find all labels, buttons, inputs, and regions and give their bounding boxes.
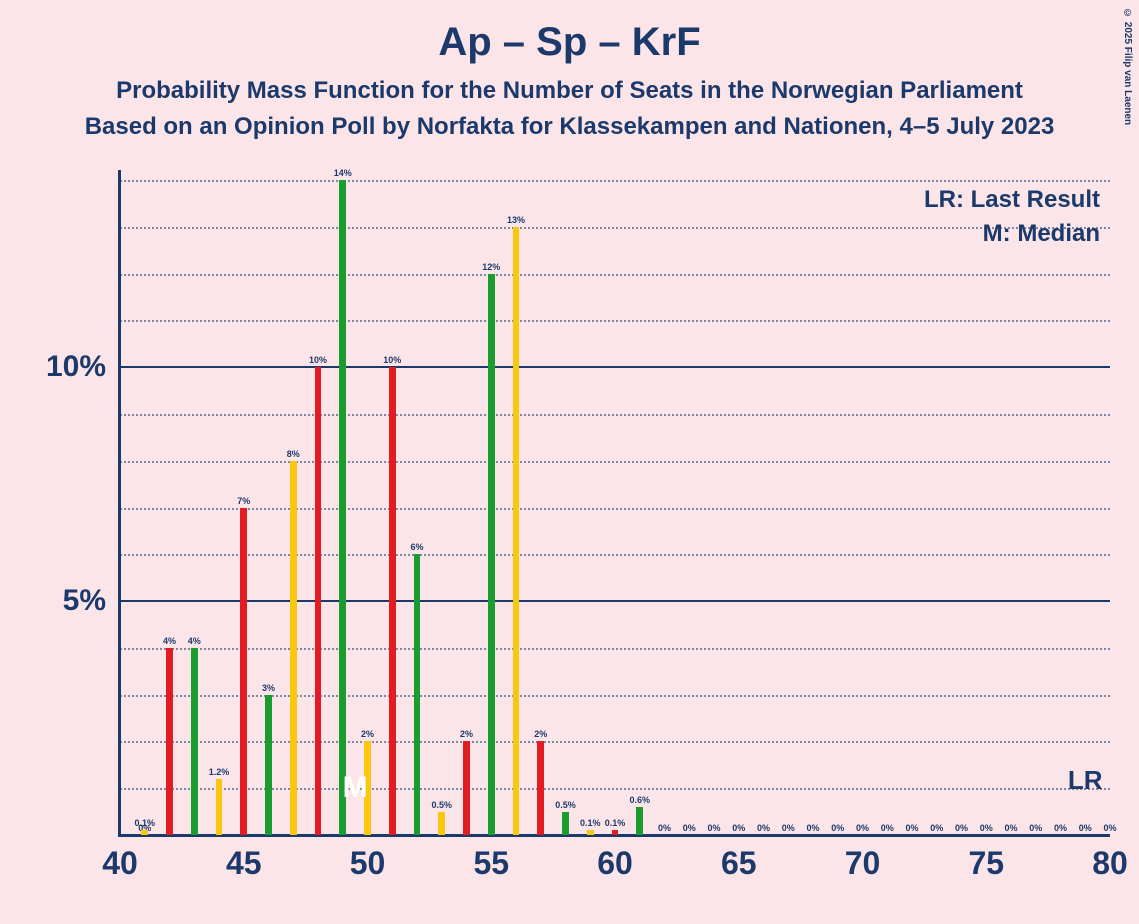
bar: 7% [240,508,247,836]
bar: 6% [414,554,421,835]
bar-value-label: 4% [188,636,201,646]
legend-median: M: Median [983,220,1100,248]
bar: 4% [166,648,173,835]
bar: 2% [537,741,544,835]
bar-value-label: 4% [163,636,176,646]
bar: 10% [315,367,322,835]
bar: 0.6% [636,807,643,835]
bar-value-label: 0.1% [605,818,626,828]
y-tick-label: 5% [63,584,106,618]
bar: 0.5% [562,812,569,835]
bar-value-label: 0% [732,823,745,833]
bar-value-label: 13% [507,215,525,225]
bar: 8% [290,461,297,835]
bar-value-label: 6% [410,542,423,552]
bar-value-label: 0.1% [580,818,601,828]
x-tick-label: 70 [845,845,881,882]
bar-value-label: 12% [482,262,500,272]
x-tick-label: 65 [721,845,757,882]
bar-value-label: 10% [309,355,327,365]
bar: 0.5% [438,812,445,835]
bar-value-label: 0% [980,823,993,833]
bar: 13% [513,227,520,835]
bar: 12% [488,274,495,835]
bar: 2% [463,741,470,835]
bar: 3% [265,695,272,835]
bar-value-label: 0% [782,823,795,833]
bar: 0.1% [587,830,594,835]
bar: 4% [191,648,198,835]
bar: 1.2% [216,779,223,835]
plot-area: 5%10%4045505560657075800%0.1%4%4%1.2%7%3… [120,180,1110,835]
pmf-bar-chart: 5%10%4045505560657075800%0.1%4%4%1.2%7%3… [0,0,1139,924]
bar-value-label: 0% [806,823,819,833]
bar-value-label: 0% [1029,823,1042,833]
bar-value-label: 0% [683,823,696,833]
bar-value-label: 0% [955,823,968,833]
x-tick-label: 60 [597,845,633,882]
bar-value-label: 0% [1004,823,1017,833]
bar-value-label: 2% [534,729,547,739]
bar-value-label: 0.5% [431,800,452,810]
bar-value-label: 0% [930,823,943,833]
x-tick-label: 40 [102,845,138,882]
bar-value-label: 8% [287,449,300,459]
bar-value-label: 0% [757,823,770,833]
bar: 0.1% [141,830,148,835]
bar: 0.1% [612,830,619,835]
x-tick-label: 45 [226,845,262,882]
bar-value-label: 0.6% [629,795,650,805]
bar-value-label: 3% [262,683,275,693]
bar-value-label: 2% [460,729,473,739]
bar-value-label: 0% [831,823,844,833]
bar-value-label: 0% [1054,823,1067,833]
bar: 14% [339,180,346,835]
bar-value-label: 10% [383,355,401,365]
bar-value-label: 0.5% [555,800,576,810]
legend-lr: LR: Last Result [924,186,1100,214]
bar-value-label: 0% [658,823,671,833]
x-tick-label: 80 [1092,845,1128,882]
lr-marker: LR [1068,765,1103,796]
bar-value-label: 0% [881,823,894,833]
bar-value-label: 0.1% [134,818,155,828]
bar-value-label: 7% [237,496,250,506]
bar: 10% [389,367,396,835]
bar-value-label: 2% [361,729,374,739]
bar-value-label: 14% [334,168,352,178]
bar-value-label: 0% [1103,823,1116,833]
bar-value-label: 1.2% [209,767,230,777]
x-tick-label: 50 [350,845,386,882]
bar-value-label: 0% [707,823,720,833]
median-marker: M [343,771,368,805]
x-tick-label: 55 [473,845,509,882]
bar-value-label: 0% [856,823,869,833]
y-tick-label: 10% [46,350,106,384]
bar-value-label: 0% [1079,823,1092,833]
bar-value-label: 0% [905,823,918,833]
bars: 0%0.1%4%4%1.2%7%3%8%10%14%2%10%6%0.5%2%1… [120,180,1110,835]
x-tick-label: 75 [968,845,1004,882]
